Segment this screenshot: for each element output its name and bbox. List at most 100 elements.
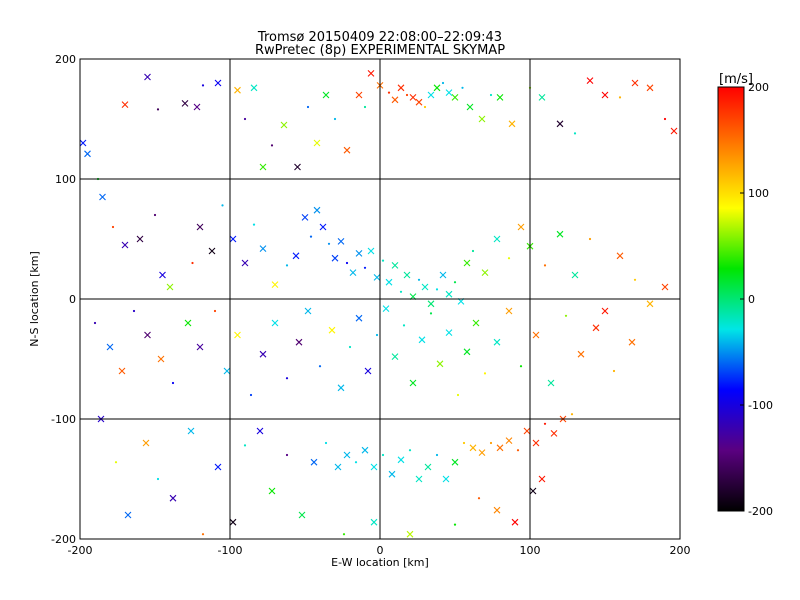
grid-lines <box>80 59 680 539</box>
data-point <box>370 518 378 526</box>
data-point <box>370 463 378 471</box>
data-point <box>661 283 669 291</box>
data-point <box>301 214 309 221</box>
data-point <box>121 241 129 249</box>
data-point <box>439 271 447 279</box>
data-point <box>250 84 258 92</box>
plot-area <box>79 58 681 540</box>
data-point <box>171 381 175 385</box>
data-point <box>229 235 237 243</box>
data-point <box>361 446 369 454</box>
data-point <box>573 132 577 135</box>
colorbar-tick-label: 0 <box>748 293 755 306</box>
data-point <box>436 360 444 368</box>
data-point <box>213 309 217 313</box>
data-point <box>285 453 289 457</box>
data-point <box>481 269 489 276</box>
y-tick-label: 100 <box>55 173 76 186</box>
data-point <box>456 393 460 397</box>
x-tick-label: -200 <box>68 544 93 557</box>
data-point <box>156 477 160 481</box>
data-point <box>489 441 493 445</box>
data-point <box>196 223 204 231</box>
data-point <box>663 117 667 121</box>
data-point <box>471 249 475 253</box>
data-point <box>387 91 391 94</box>
data-point <box>508 120 516 128</box>
data-point <box>304 307 312 315</box>
data-point <box>121 101 129 108</box>
data-point <box>631 79 639 87</box>
data-point <box>221 204 224 207</box>
x-tick-label: 200 <box>670 544 691 557</box>
data-point <box>445 89 453 96</box>
data-point <box>556 230 564 238</box>
data-point <box>409 379 417 387</box>
data-point <box>633 278 637 281</box>
data-point <box>234 331 241 339</box>
colorbar-label: [m/s] <box>719 72 753 87</box>
data-point <box>333 117 337 121</box>
data-point <box>298 511 306 519</box>
data-point <box>532 439 540 447</box>
data-point <box>423 105 427 109</box>
data-point <box>169 494 177 502</box>
data-point <box>132 309 136 313</box>
data-point <box>159 271 166 279</box>
data-point <box>252 223 256 226</box>
data-point <box>628 338 636 346</box>
y-tick-label: -100 <box>51 413 76 426</box>
data-point <box>318 365 322 368</box>
data-point <box>259 350 267 358</box>
data-point <box>469 444 477 452</box>
data-point <box>519 365 523 368</box>
data-point <box>406 530 414 538</box>
x-axis-ticks: -200 -100 0 100 200 <box>68 544 691 557</box>
data-point <box>588 237 592 241</box>
data-point <box>402 324 406 327</box>
data-point <box>505 307 513 315</box>
data-point <box>355 91 363 99</box>
data-point <box>271 319 279 327</box>
data-point <box>517 223 525 231</box>
data-point <box>435 453 439 457</box>
data-point <box>435 288 439 291</box>
data-point <box>259 163 267 171</box>
data-point <box>463 259 471 267</box>
data-point <box>417 278 421 281</box>
plot-frame <box>79 58 681 540</box>
data-point <box>427 91 435 99</box>
data-point <box>592 324 600 332</box>
data-point <box>397 84 405 92</box>
data-point <box>295 338 303 346</box>
data-point <box>294 163 301 171</box>
data-point <box>427 300 435 308</box>
data-point <box>342 533 346 536</box>
x-tick-label: 0 <box>377 544 384 557</box>
data-point <box>142 439 150 447</box>
data-point <box>601 91 609 99</box>
data-point <box>466 103 474 111</box>
data-point <box>354 461 358 464</box>
data-point <box>493 338 501 346</box>
y-tick-label: -200 <box>51 533 76 546</box>
data-point <box>243 444 247 447</box>
data-point <box>421 283 429 291</box>
data-point <box>270 144 274 147</box>
data-point <box>196 343 204 351</box>
data-point <box>478 115 486 123</box>
data-point <box>507 257 511 260</box>
data-point <box>493 506 501 514</box>
data-point <box>324 441 328 445</box>
y-axis-label: N-S location [km] <box>28 251 41 347</box>
data-point <box>529 487 537 495</box>
data-point <box>577 350 585 358</box>
data-point <box>331 254 339 262</box>
data-point <box>445 290 453 298</box>
data-point <box>373 274 381 281</box>
data-point <box>477 497 481 500</box>
data-point <box>461 86 464 89</box>
data-point <box>214 463 222 471</box>
data-point <box>547 379 555 387</box>
